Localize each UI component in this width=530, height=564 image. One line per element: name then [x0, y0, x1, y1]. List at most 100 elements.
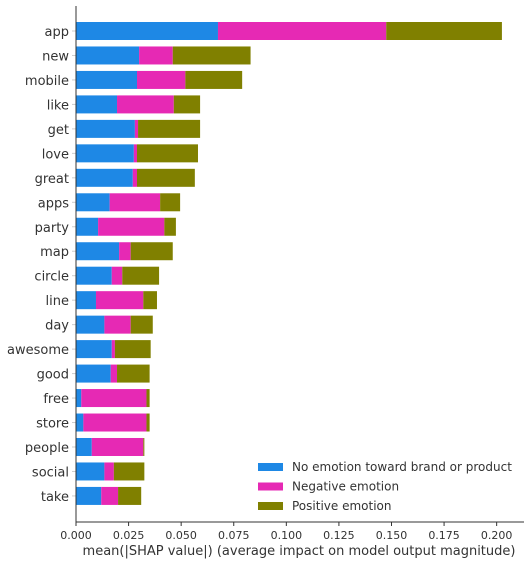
bar-great-series-0 [76, 168, 133, 187]
y-tick-label-people: people [25, 441, 69, 456]
bar-store-series-0 [76, 413, 84, 432]
legend-label-2: Positive emotion [292, 499, 391, 513]
x-tick-label-0.000: 0.000 [60, 529, 92, 542]
bar-mobile-series-1 [136, 70, 186, 89]
bar-love-series-1 [133, 144, 137, 163]
y-tick-label-free: free [43, 392, 69, 407]
y-tick-label-circle: circle [34, 270, 69, 285]
bars-group [76, 22, 502, 505]
bar-get-series-2 [138, 119, 201, 138]
y-tick-label-party: party [35, 221, 70, 236]
y-tick-label-awesome: awesome [7, 343, 69, 358]
bar-people-series-1 [91, 437, 144, 456]
bar-line-series-1 [95, 291, 144, 310]
bar-free-series-1 [81, 389, 147, 408]
bar-take-series-1 [101, 486, 119, 505]
bar-people-series-0 [76, 437, 92, 456]
y-tick-label-apps: apps [38, 196, 69, 211]
bar-map-series-2 [130, 242, 173, 261]
y-tick-label-map: map [40, 245, 69, 260]
bar-love-series-0 [76, 144, 134, 163]
bar-line-series-0 [76, 291, 96, 310]
bar-app-series-1 [217, 22, 387, 40]
x-tick-label-0.100: 0.100 [271, 529, 303, 542]
bar-map-series-0 [76, 242, 120, 261]
bar-map-series-1 [119, 242, 131, 261]
bar-day-series-0 [76, 315, 105, 334]
x-tick-label-0.050: 0.050 [165, 529, 197, 542]
bar-app-series-0 [76, 22, 218, 40]
bar-like-series-0 [76, 95, 118, 114]
y-tick-label-app: app [45, 25, 69, 40]
bar-good-series-1 [110, 364, 118, 383]
bar-new-series-0 [76, 46, 140, 65]
bar-take-series-0 [76, 486, 102, 505]
y-tick-label-mobile: mobile [25, 74, 69, 89]
y-tick-label-like: like [47, 98, 69, 113]
bar-free-series-2 [146, 389, 150, 408]
x-tick-label-0.125: 0.125 [323, 529, 355, 542]
y-tick-label-social: social [32, 465, 69, 480]
legend: No emotion toward brand or product Negati… [258, 460, 512, 513]
x-tick-label-0.150: 0.150 [376, 529, 408, 542]
bar-party-series-2 [164, 217, 176, 236]
bar-app-series-2 [386, 22, 502, 40]
bar-new-series-1 [139, 46, 173, 65]
bar-free-series-0 [76, 389, 82, 408]
x-axis-title: mean(|SHAP value|) (average impact on mo… [83, 544, 516, 559]
bar-mobile-series-2 [185, 70, 243, 89]
y-tick-label-get: get [48, 123, 69, 138]
y-tick-labels: app new mobile like get love great apps party map… [7, 25, 76, 505]
bar-party-series-0 [76, 217, 99, 236]
y-tick-label-line: line [46, 294, 69, 309]
y-tick-label-new: new [42, 49, 69, 64]
bar-day-series-1 [104, 315, 131, 334]
bar-apps-series-2 [160, 193, 181, 212]
bar-great-series-2 [136, 168, 195, 187]
bar-get-series-1 [134, 119, 139, 138]
bar-awesome-series-1 [111, 340, 115, 359]
bar-awesome-series-0 [76, 340, 112, 359]
bar-awesome-series-2 [114, 340, 151, 359]
bar-like-series-2 [173, 95, 201, 114]
y-tick-label-good: good [37, 368, 69, 383]
legend-swatch-0 [258, 463, 283, 471]
bar-social-series-1 [104, 462, 114, 481]
bar-like-series-1 [117, 95, 174, 114]
bar-social-series-0 [76, 462, 105, 481]
bar-store-series-2 [146, 413, 150, 432]
bar-take-series-2 [118, 486, 142, 505]
bar-circle-series-1 [111, 266, 123, 285]
y-tick-label-great: great [35, 172, 69, 187]
bar-apps-series-1 [109, 193, 161, 212]
bar-new-series-2 [172, 46, 251, 65]
bar-circle-series-2 [122, 266, 160, 285]
x-tick-label-0.175: 0.175 [428, 529, 460, 542]
bar-people-series-2 [143, 437, 145, 456]
x-tick-label-0.075: 0.075 [218, 529, 250, 542]
bar-great-series-1 [132, 168, 137, 187]
bar-line-series-2 [143, 291, 157, 310]
bar-circle-series-0 [76, 266, 112, 285]
y-tick-label-store: store [36, 417, 69, 432]
legend-swatch-1 [258, 482, 283, 491]
bar-good-series-0 [76, 364, 111, 383]
bar-mobile-series-0 [76, 70, 137, 89]
bar-apps-series-0 [76, 193, 110, 212]
bar-love-series-2 [136, 144, 198, 163]
x-ticks: 0.000 0.025 0.050 0.075 0.100 0.125 0.150 0.175… [60, 522, 512, 542]
y-tick-label-love: love [42, 147, 69, 162]
legend-label-0: No emotion toward brand or product [292, 460, 512, 474]
bar-get-series-0 [76, 119, 135, 138]
bar-store-series-1 [83, 413, 147, 432]
y-tick-label-day: day [45, 319, 69, 334]
legend-label-1: Negative emotion [292, 480, 399, 494]
bar-party-series-1 [98, 217, 165, 236]
bar-social-series-2 [113, 462, 145, 481]
x-tick-label-0.200: 0.200 [481, 529, 513, 542]
x-tick-label-0.025: 0.025 [113, 529, 145, 542]
bar-good-series-2 [117, 364, 150, 383]
bar-day-series-2 [130, 315, 153, 334]
legend-swatch-2 [258, 502, 283, 510]
